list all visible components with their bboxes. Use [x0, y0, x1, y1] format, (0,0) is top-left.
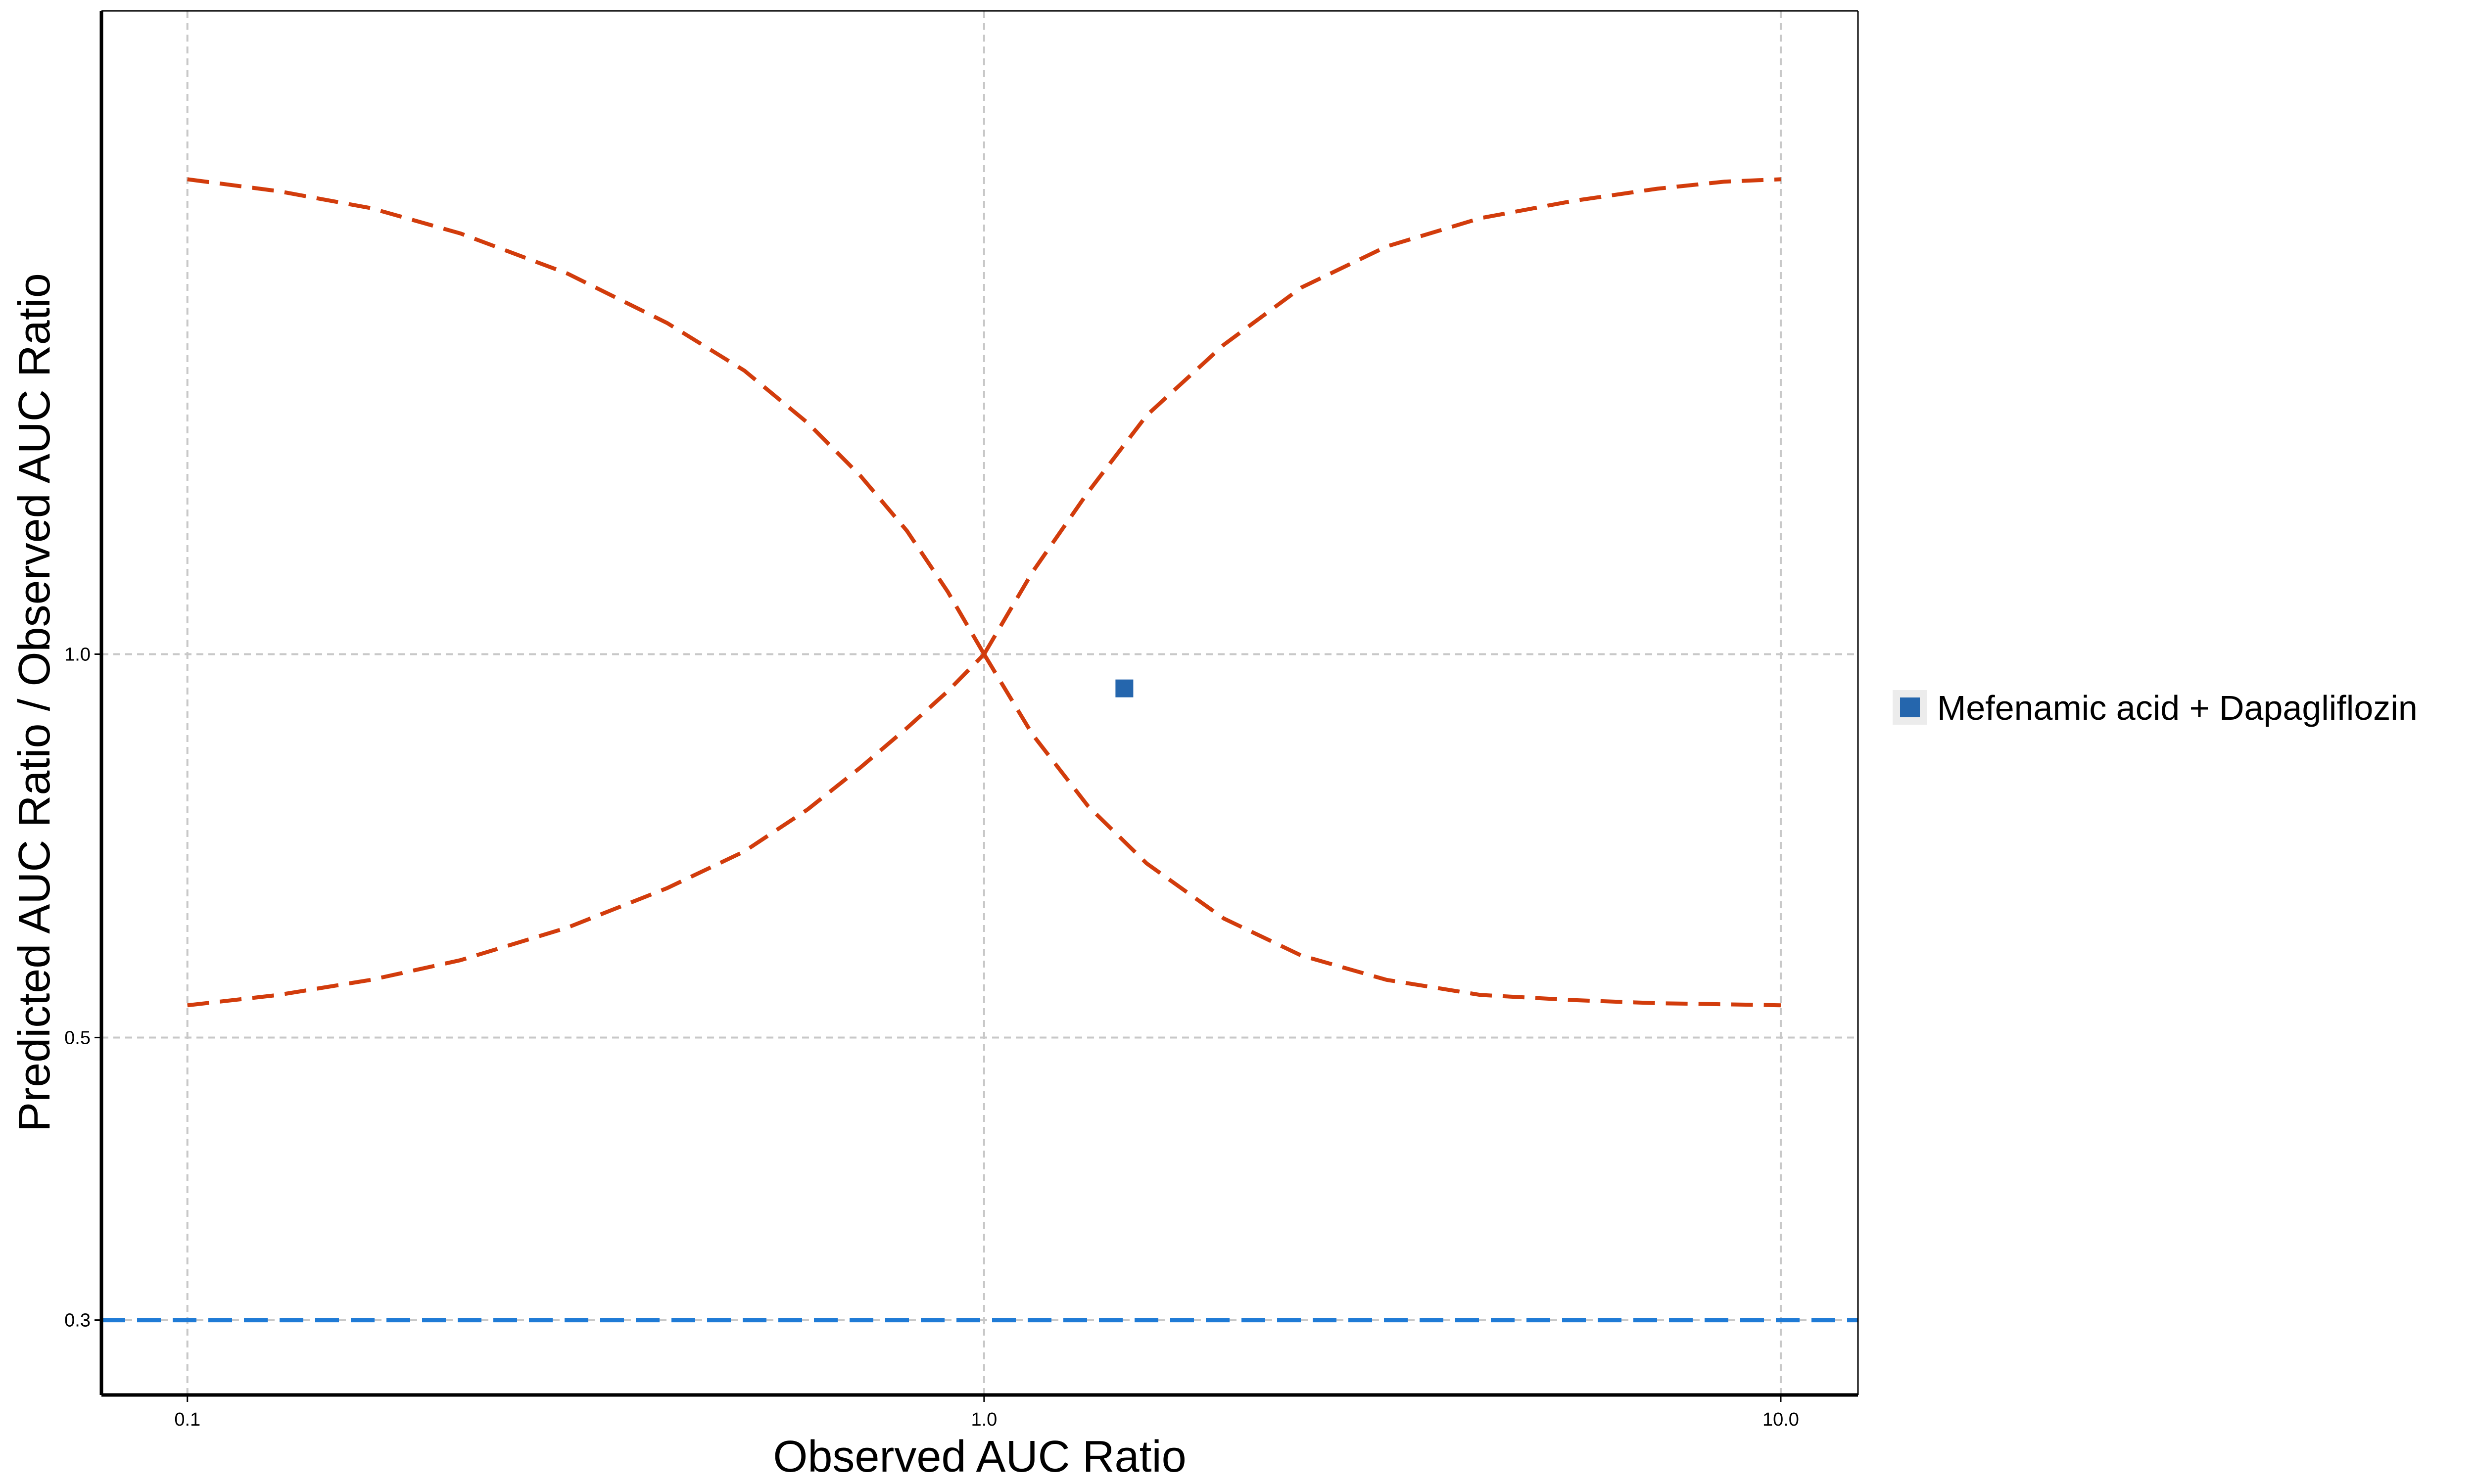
- reference-curve-upper-left: [187, 177, 986, 655]
- x-axis-title: Observed AUC Ratio: [773, 1432, 1186, 1482]
- reference-curve-lower-right: [982, 653, 1781, 1008]
- x-tick-label: 0.1: [174, 1409, 200, 1430]
- reference-curve-upper-right: [982, 177, 1781, 655]
- x-tick-label: 1.0: [971, 1409, 997, 1430]
- y-tick-label: 0.3: [64, 1310, 91, 1331]
- legend-square-marker: [1900, 697, 1920, 717]
- axes: [99, 10, 1859, 1397]
- y-axis-title: Predicted AUC Ratio / Observed AUC Ratio: [10, 273, 59, 1132]
- x-tick-label: 10.0: [1762, 1409, 1799, 1430]
- y-tick-label: 0.5: [64, 1027, 91, 1048]
- legend-label: Mefenamic acid + Dapagliflozin: [1937, 689, 2418, 727]
- y-tick-label: 1.0: [64, 644, 91, 665]
- data-point: [1115, 679, 1134, 697]
- legend: Mefenamic acid + Dapagliflozin: [1893, 689, 2418, 727]
- reference-curve-lower-left: [187, 652, 986, 1008]
- tick-labels: 0.1 1.0 10.0 0.3 0.5 1.0: [64, 644, 1799, 1430]
- reference-curves: [187, 177, 1781, 1008]
- data-points: [1115, 679, 1134, 697]
- grid-lines: [101, 11, 1858, 1395]
